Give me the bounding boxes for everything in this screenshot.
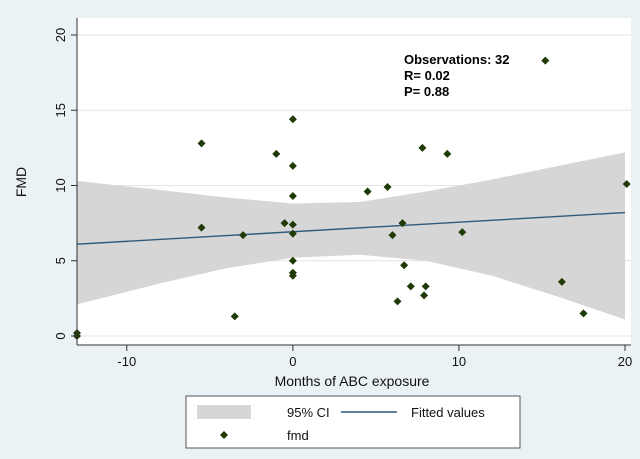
legend-point-marker xyxy=(220,431,228,439)
data-point xyxy=(622,179,631,188)
data-point xyxy=(197,139,206,148)
y-axis-title: FMD xyxy=(13,167,29,197)
axes xyxy=(76,18,631,346)
data-point xyxy=(421,282,430,291)
annotation-r: R= 0.02 xyxy=(404,68,450,83)
data-point xyxy=(383,183,392,192)
fitted-line xyxy=(76,211,626,245)
data-point xyxy=(363,187,372,196)
data-point xyxy=(288,192,297,201)
legend-points-label: fmd xyxy=(287,428,309,443)
data-point xyxy=(541,56,550,65)
data-point xyxy=(443,149,452,158)
x-tick-label: 10 xyxy=(452,354,466,369)
data-point xyxy=(288,256,297,265)
legend-ci-label: 95% CI xyxy=(287,405,330,420)
data-point xyxy=(388,231,397,240)
data-point xyxy=(197,223,206,232)
y-tick-label: 5 xyxy=(53,257,68,264)
legend-ci-swatch xyxy=(197,405,251,419)
data-point xyxy=(579,309,588,318)
annotation-observations: Observations: 32 xyxy=(404,52,510,67)
data-point xyxy=(418,143,427,152)
data-point xyxy=(406,282,415,291)
data-point xyxy=(230,312,239,321)
legend-box xyxy=(185,395,521,449)
annotation-p: P= 0.88 xyxy=(404,84,449,99)
data-point xyxy=(288,161,297,170)
data-point xyxy=(420,291,429,300)
legend-fit-label: Fitted values xyxy=(411,405,485,420)
y-tick-label: 15 xyxy=(53,103,68,117)
x-tick-group: -10 0 10 20 xyxy=(117,345,632,369)
x-tick-label: 20 xyxy=(618,354,632,369)
legend: 95% CI Fitted values fmd xyxy=(185,395,521,449)
data-point xyxy=(288,115,297,124)
y-tick-label: 20 xyxy=(53,28,68,42)
data-point xyxy=(288,229,297,238)
y-tick-group: 0 5 10 15 20 xyxy=(53,28,77,340)
x-tick-label: 0 xyxy=(289,354,296,369)
data-point xyxy=(400,261,409,270)
data-point xyxy=(272,149,281,158)
y-tick-label: 0 xyxy=(53,332,68,339)
data-point xyxy=(398,219,407,228)
ci-band-group xyxy=(77,152,625,320)
x-tick-label: -10 xyxy=(117,354,136,369)
data-point xyxy=(288,271,297,280)
data-point xyxy=(239,231,248,240)
ci-band xyxy=(77,152,625,320)
data-point xyxy=(280,219,289,228)
data-point xyxy=(393,297,402,306)
data-point xyxy=(458,228,467,237)
x-axis-title: Months of ABC exposure xyxy=(275,373,430,389)
y-tick-label: 10 xyxy=(53,178,68,192)
data-point xyxy=(557,277,566,286)
data-point xyxy=(288,220,297,229)
fitted-line-group xyxy=(76,211,626,245)
points-group xyxy=(73,56,631,340)
